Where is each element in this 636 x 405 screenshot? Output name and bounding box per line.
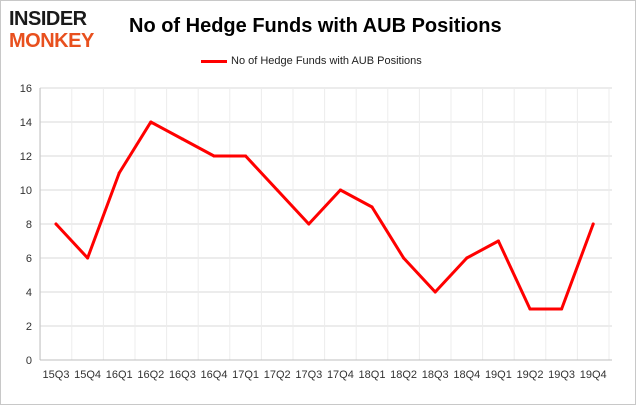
- data-point: [307, 222, 311, 226]
- x-tick-label: 19Q1: [485, 369, 512, 381]
- x-tick-label: 17Q3: [295, 369, 322, 381]
- logo-line2: MONKEY: [9, 30, 95, 51]
- x-tick-label: 15Q3: [43, 369, 70, 381]
- series-line: [54, 120, 595, 311]
- x-tick-label: 17Q4: [327, 369, 354, 381]
- logo-line1: INSIDER: [9, 8, 88, 30]
- x-tick-label: 16Q3: [169, 369, 196, 381]
- data-point: [275, 188, 279, 192]
- x-tick-label: 18Q1: [359, 369, 386, 381]
- data-point: [465, 256, 469, 260]
- data-point: [54, 222, 58, 226]
- data-point: [86, 256, 90, 260]
- y-tick-label: 0: [26, 355, 32, 367]
- data-point: [117, 171, 121, 175]
- data-point: [338, 188, 342, 192]
- x-tick-label: 18Q4: [453, 369, 480, 381]
- x-tick-label: 17Q2: [264, 369, 291, 381]
- data-point: [180, 137, 184, 141]
- y-tick-label: 14: [20, 117, 32, 129]
- x-tick-label: 15Q4: [74, 369, 101, 381]
- y-tick-label: 2: [26, 321, 32, 333]
- data-point: [560, 307, 564, 311]
- data-point: [496, 239, 500, 243]
- data-point: [433, 290, 437, 294]
- x-tick-label: 16Q2: [137, 369, 164, 381]
- y-tick-label: 12: [20, 151, 32, 163]
- chart-legend: No of Hedge Funds with AUB Positions: [201, 55, 422, 67]
- x-tick-label: 17Q1: [232, 369, 259, 381]
- legend-label: No of Hedge Funds with AUB Positions: [231, 55, 422, 67]
- x-tick-label: 18Q2: [390, 369, 417, 381]
- x-tick-label: 18Q3: [422, 369, 449, 381]
- y-tick-label: 16: [20, 83, 32, 95]
- y-tick-label: 6: [26, 253, 32, 265]
- data-point: [212, 154, 216, 158]
- y-tick-label: 4: [26, 287, 32, 299]
- insider-monkey-logo: INSIDER MONKEY: [9, 8, 95, 51]
- chart-title: No of Hedge Funds with AUB Positions: [129, 15, 502, 37]
- y-tick-label: 10: [20, 185, 32, 197]
- data-point: [149, 120, 153, 124]
- data-point: [402, 256, 406, 260]
- data-point: [244, 154, 248, 158]
- legend-swatch: [201, 59, 227, 63]
- x-tick-label: 19Q4: [580, 369, 607, 381]
- data-point: [370, 205, 374, 209]
- x-tick-label: 19Q3: [548, 369, 575, 381]
- y-tick-label: 8: [26, 219, 32, 231]
- x-tick-label: 16Q1: [106, 369, 133, 381]
- data-point: [528, 307, 532, 311]
- x-tick-label: 19Q2: [517, 369, 544, 381]
- x-tick-label: 16Q4: [201, 369, 228, 381]
- data-point: [591, 222, 595, 226]
